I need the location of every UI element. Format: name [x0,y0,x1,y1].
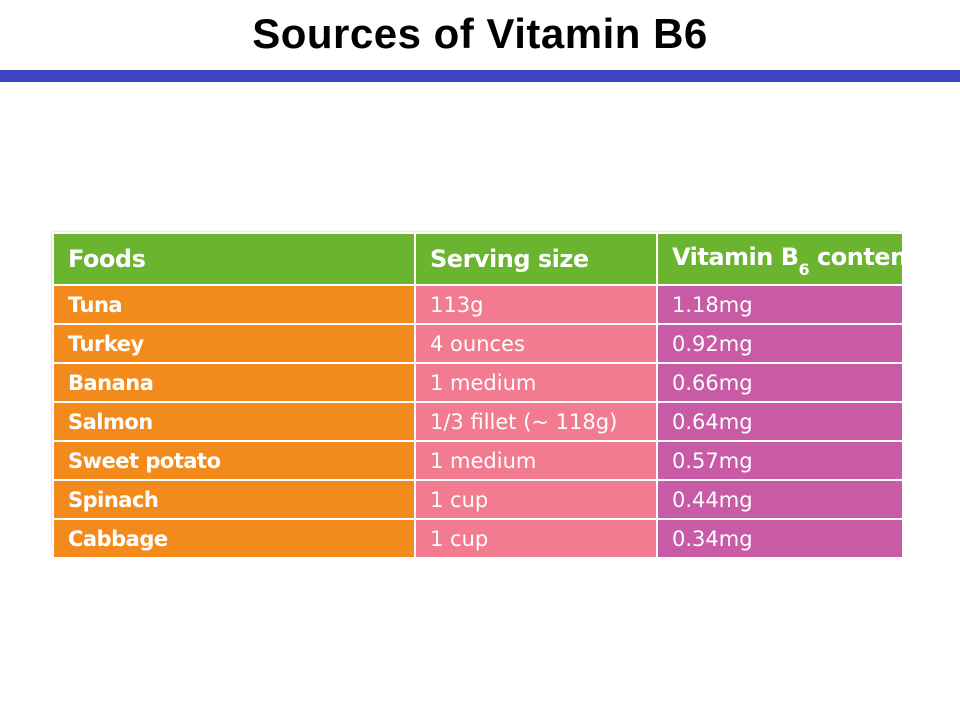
food-cell: Salmon [52,401,416,442]
title-underline-bar [0,70,960,82]
serving-size-cell: 1 medium [414,362,658,403]
vitamin-content-cell: 0.44mg [656,479,904,520]
slide-title: Sources of Vitamin B6 [252,10,708,57]
serving-size-cell: 1 medium [414,440,658,481]
serving-size-cell: 1 cup [414,479,658,520]
table-row: Cabbage 1 cup 0.34mg [52,518,904,559]
vitamin-content-cell: 0.66mg [656,362,904,403]
food-cell: Sweet potato [52,440,416,481]
table-header-row: Foods Serving size Vitamin B6 content [52,232,904,286]
food-cell: Tuna [52,284,416,325]
header-foods: Foods [52,232,416,286]
header-serving-size: Serving size [414,232,658,286]
table-row: Spinach 1 cup 0.44mg [52,479,904,520]
vitamin-content-cell: 0.92mg [656,323,904,364]
table-row: Banana 1 medium 0.66mg [52,362,904,403]
vitamin-content-cell: 0.64mg [656,401,904,442]
vitamin-b6-table-container: Foods Serving size Vitamin B6 content Tu… [52,232,904,559]
header-content-subscript: 6 [798,259,810,279]
table-row: Salmon 1/3 fillet (~ 118g) 0.64mg [52,401,904,442]
table-body: Tuna 113g 1.18mg Turkey 4 ounces 0.92mg Banana… [52,284,904,559]
header-vitamin-content: Vitamin B6 content [656,232,904,286]
food-cell: Banana [52,362,416,403]
serving-size-cell: 1 cup [414,518,658,559]
table-row: Turkey 4 ounces 0.92mg [52,323,904,364]
header-content-prefix: Vitamin B [672,243,799,272]
food-cell: Cabbage [52,518,416,559]
header-content-suffix: content [817,243,901,272]
food-cell: Spinach [52,479,416,520]
table-row: Tuna 113g 1.18mg [52,284,904,325]
vitamin-content-cell: 0.34mg [656,518,904,559]
table-row: Sweet potato 1 medium 0.57mg [52,440,904,481]
food-cell: Turkey [52,323,416,364]
serving-size-cell: 4 ounces [414,323,658,364]
vitamin-b6-table: Foods Serving size Vitamin B6 content Tu… [52,232,904,559]
vitamin-content-cell: 0.57mg [656,440,904,481]
serving-size-cell: 113g [414,284,658,325]
vitamin-content-cell: 1.18mg [656,284,904,325]
serving-size-cell: 1/3 fillet (~ 118g) [414,401,658,442]
